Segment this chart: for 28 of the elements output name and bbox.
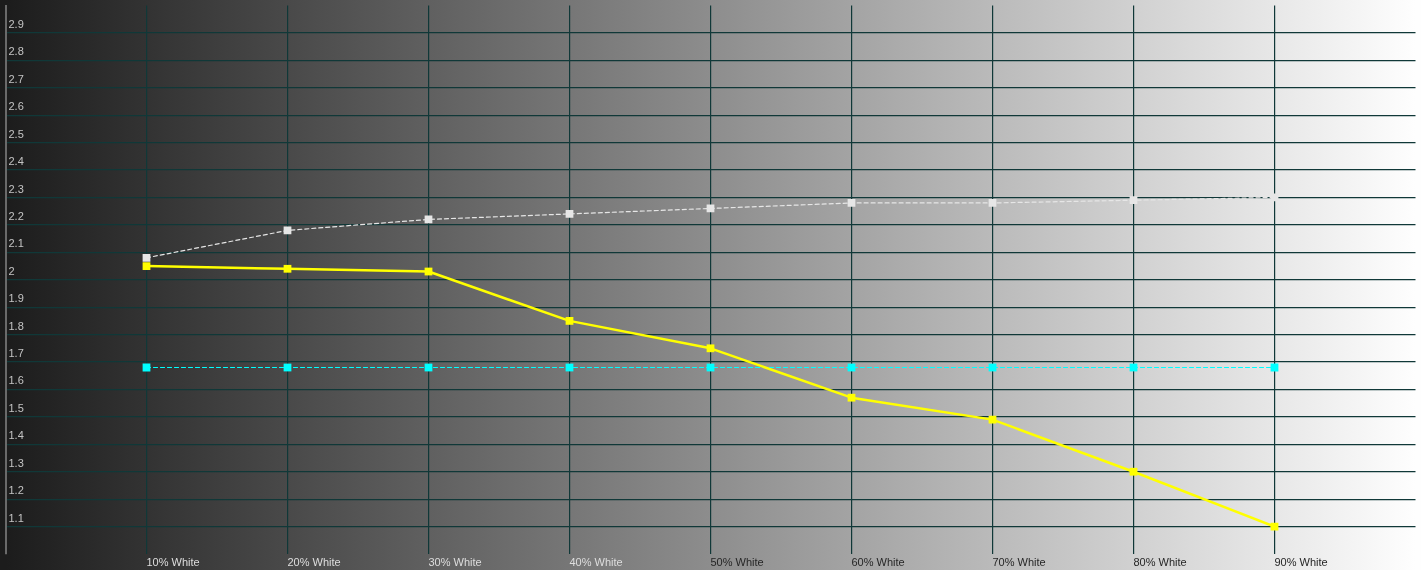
y-tick-label: 1.8 [8,319,24,332]
y-tick-label: 1.2 [8,484,24,497]
x-tick-label: 10% White [146,555,200,568]
y-tick-label: 2.7 [8,72,24,85]
y-tick-label: 1.1 [8,511,24,524]
x-tick-label: 60% White [851,555,905,568]
y-tick-label: 1.6 [8,374,24,387]
x-tick-label: 20% White [287,555,341,568]
y-tick-label: 1.4 [8,429,24,442]
y-tick-label: 1.3 [8,456,24,469]
y-tick-label: 2.3 [8,182,24,195]
x-tick-label: 30% White [428,555,482,568]
y-tick-label: 2 [8,264,15,277]
y-tick-label: 1.9 [8,292,24,305]
y-tick-label: 2.8 [8,45,24,58]
y-tick-label: 2.6 [8,100,24,113]
y-tick-label: 1.5 [8,401,24,414]
x-tick-label: 90% White [1274,555,1328,568]
x-tick-label: 80% White [1133,555,1187,568]
x-tick-label: 50% White [710,555,764,568]
y-tick-label: 2.5 [8,127,24,140]
x-tick-label: 70% White [992,555,1046,568]
y-tick-label: 2.2 [8,209,24,222]
y-tick-label: 2.9 [8,17,24,30]
x-tick-label: 40% White [569,555,623,568]
y-tick-label: 2.4 [8,155,24,168]
y-tick-label: 2.1 [8,237,24,250]
y-tick-label: 1.7 [8,347,24,360]
